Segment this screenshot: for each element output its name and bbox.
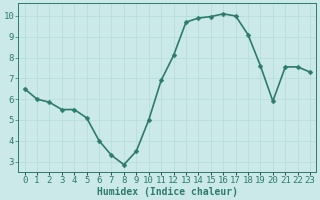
X-axis label: Humidex (Indice chaleur): Humidex (Indice chaleur) <box>97 186 238 197</box>
